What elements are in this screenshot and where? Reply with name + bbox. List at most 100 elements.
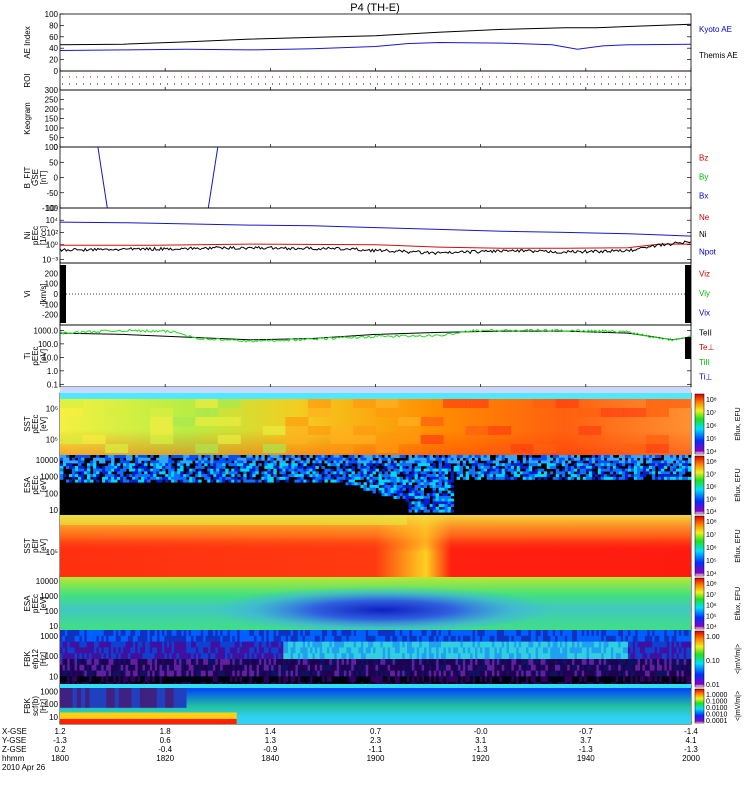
esa-e-cell [78,463,82,467]
esa-e-cell [198,471,202,475]
esa-e-cell [144,468,148,472]
esa-e-cell [555,468,560,472]
fbk-e-cell [552,676,556,683]
esa-e-cell [300,471,304,475]
fbk-e-cell [285,659,289,666]
fbk-e-cell [305,659,308,666]
fbk-e-cell [339,659,342,666]
esa-e-cell [441,495,446,499]
esa-e-cell [240,465,244,469]
fbk-e-cell [424,647,427,654]
fbk-e-cell [244,647,248,654]
esa-e-cell [450,455,455,459]
fbk-e-cell [292,670,296,677]
fbk-e-cell [407,635,410,642]
esa-e-cell [666,460,671,464]
fbk-e-cell [508,653,512,660]
fbk-e-cell [676,664,680,671]
esa-e-cell [315,465,319,469]
fbk-e-cell [686,647,689,654]
fbk-e-cell [479,641,483,648]
colorbar-tick-sst_i: 10⁷ [706,532,717,539]
ytick-label-bfit: 0 [54,174,59,183]
fbk-e-cell [106,647,109,654]
esa-e-cell [642,468,647,472]
fbk-e-cell [409,664,413,671]
esa-e-cell [369,482,373,486]
xaxis-value: 1800 [51,754,69,763]
fbk-e-cell [161,641,165,648]
fbk-e-cell [239,647,243,654]
xaxis-value: -0.7 [579,727,593,736]
esa-e-cell [402,482,406,486]
ytick-label-ni: 10⁻³ [42,255,58,264]
fbk-e-cell [433,664,437,671]
esa-e-cell [474,455,479,459]
fbk-e-cell [186,635,189,642]
esa-e-cell [645,457,650,461]
fbk-e-cell [465,641,469,648]
esa-e-cell [231,479,235,483]
fbk-e-cell [419,670,422,677]
esa-e-cell [360,485,364,489]
fbk-e-cell [533,659,536,666]
fbk-e-cell [81,630,85,637]
ylabel-fbk_b: FBK [23,698,32,714]
esa-e-cell [270,460,274,464]
esa-e-cell [180,471,184,475]
fbk-e-cell [681,630,685,637]
fbk-e-cell [407,659,410,666]
fbk-e-cell [343,641,347,648]
esa-e-cell [495,457,500,461]
xaxis-value: -1.1 [369,745,383,754]
ytick-label-vi: 200 [45,269,59,278]
fbk-e-cell [164,641,168,648]
fbk-e-cell [569,664,573,671]
sst-e-cell [352,426,376,435]
fbk-e-cell [470,653,473,660]
fbk-e-cell [149,635,153,642]
esa-e-cell [336,479,340,483]
fbk-e-cell [421,670,425,677]
esa-e-cell [444,498,449,502]
xaxis-row-label-X-GSE: X-GSE [2,727,27,736]
esa-e-cell [297,465,301,469]
esa-e-cell [537,457,542,461]
colorbar-tick-esa_i: 10⁷ [706,592,717,599]
fbk-e-cell [110,659,114,666]
esa-e-cell [201,471,205,475]
fbk-e-cell [341,676,345,683]
fbk-e-cell [348,664,352,671]
fbk-e-cell [353,676,357,683]
fbk-e-cell [203,635,206,642]
fbk-e-cell [227,659,231,666]
esa-e-cell [369,460,373,464]
fbk-e-cell [285,664,289,671]
fbk-e-cell [259,635,262,642]
fbk-e-cell [208,659,211,666]
esa-e-cell [333,471,337,475]
fbk-e-cell [239,630,243,637]
esa-e-cell [186,471,190,475]
fbk-e-cell [411,647,415,654]
esa-e-cell [570,455,575,459]
fbk-e-cell [334,653,337,660]
ytick-label-keogram: 50 [49,134,58,143]
fbk-e-cell [535,635,539,642]
fbk-e-cell [407,630,410,637]
fbk-e-cell [644,676,648,683]
fbk-e-cell [596,653,600,660]
sst-e-cell [195,444,219,453]
esa-e-cell [387,490,391,494]
fbk-e-cell [487,676,490,683]
fbk-e-cell [402,653,405,660]
esa-e-cell [267,465,271,469]
esa-e-cell [144,476,148,480]
fbk-e-cell [72,647,75,654]
ylabel-ae: AE Index [23,26,32,58]
fbk-e-cell [356,653,359,660]
esa-e-cell [516,468,521,472]
esa-e-cell [606,465,611,469]
fbk-e-cell [363,635,367,642]
esa-e-cell [75,455,79,459]
